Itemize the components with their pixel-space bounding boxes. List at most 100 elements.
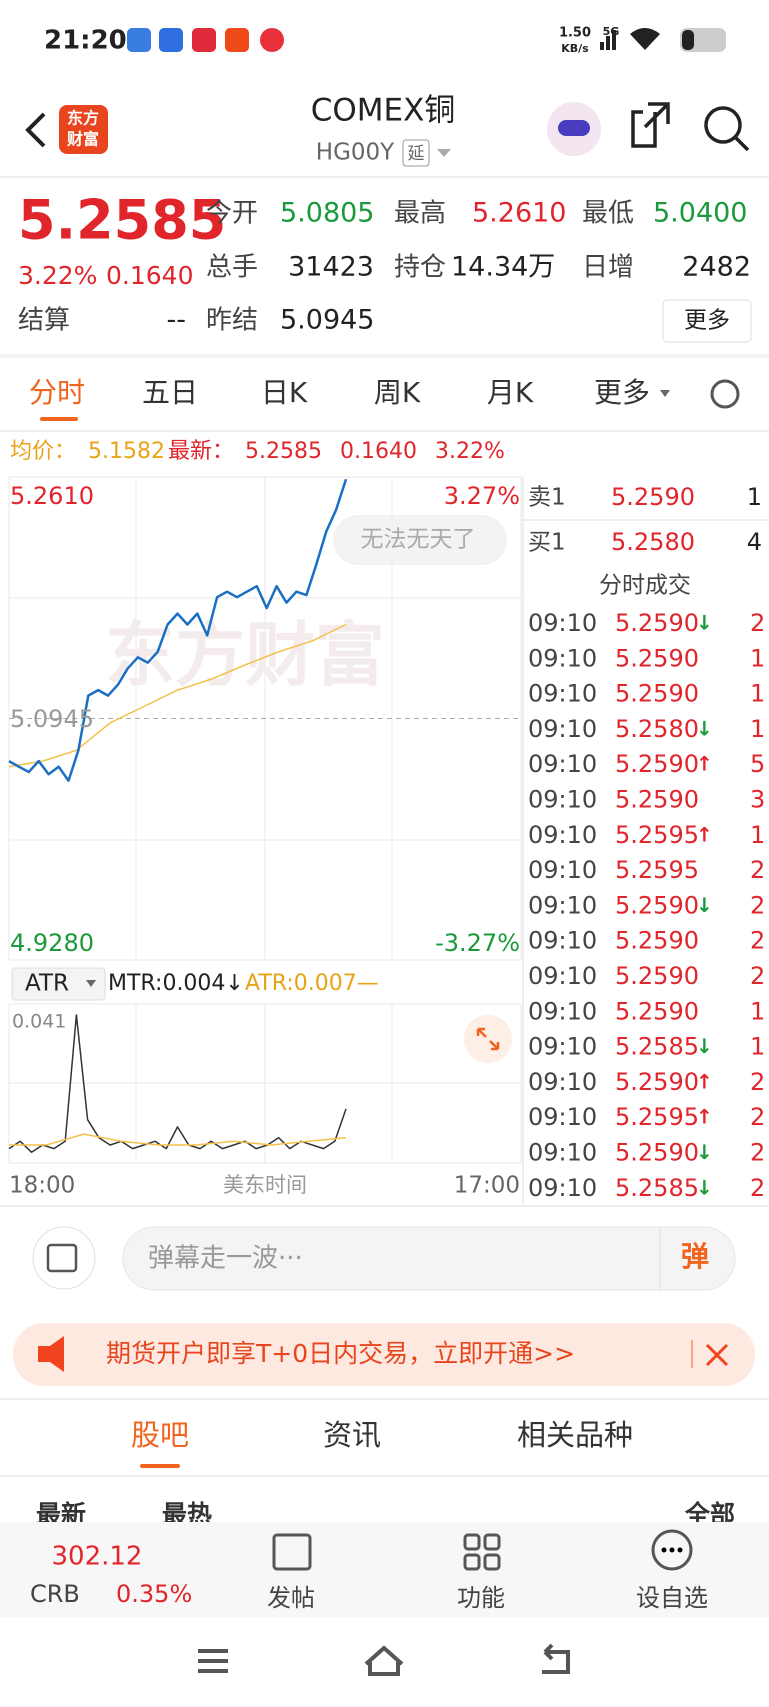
series-line xyxy=(9,1133,347,1146)
page-title: COMEX铜 xyxy=(311,93,456,129)
logo xyxy=(59,105,108,154)
trade-time: 09:10 xyxy=(528,1033,597,1061)
axis-bottom-price: 4.9280 xyxy=(10,929,94,957)
chart-grid xyxy=(8,476,522,1164)
axis-bottom-pct: -3.27% xyxy=(435,929,520,957)
book-price: 5.2590 xyxy=(611,483,695,511)
chart-tab[interactable]: 月K xyxy=(487,376,534,409)
community-tab[interactable]: 股吧 xyxy=(131,1418,189,1452)
contract-code: HG00Y xyxy=(316,140,395,166)
banner-text[interactable]: 期货开户即享T+0日内交易，立即开通>> xyxy=(106,1339,575,1368)
field-label: 总手 xyxy=(206,253,258,283)
danmaku-bubble xyxy=(333,515,507,565)
field-value: 2482 xyxy=(682,252,751,283)
action-label[interactable]: 设自选 xyxy=(636,1584,708,1612)
field-label: 结算 xyxy=(18,306,70,336)
comment-placeholder[interactable]: 弹幕走一波··· xyxy=(148,1244,303,1274)
post-icon[interactable] xyxy=(272,1533,312,1571)
comment-settings-icon[interactable] xyxy=(32,1226,96,1290)
delay-tag-box xyxy=(402,139,430,167)
watchlist-icon[interactable] xyxy=(651,1529,693,1571)
trade-time: 09:10 xyxy=(528,821,597,849)
chart-tab[interactable]: 日K xyxy=(261,376,308,409)
index-change[interactable]: 0.35% xyxy=(116,1580,192,1608)
dropdown-icon xyxy=(437,149,451,157)
trade-price: 5.2590 xyxy=(615,1139,699,1167)
more-button[interactable] xyxy=(662,299,752,343)
status-time: 21:20 xyxy=(44,26,127,56)
trade-vol: 2 xyxy=(750,1139,765,1167)
series-line xyxy=(8,623,347,768)
search-icon[interactable] xyxy=(704,106,742,144)
indicator-selector-label[interactable]: ATR xyxy=(25,971,69,997)
change: 0.1640 xyxy=(106,261,193,290)
field-label: 最低 xyxy=(582,199,634,229)
trade-time: 09:10 xyxy=(528,962,597,990)
delay-tag: 延 xyxy=(408,144,425,164)
dropdown-icon xyxy=(660,390,670,397)
trade-vol: 1 xyxy=(750,821,765,849)
trade-arrow: ↓ xyxy=(696,611,713,635)
trade-price: 5.2590 xyxy=(615,750,699,778)
indicator-selector[interactable] xyxy=(11,967,106,1001)
field-value: 5.0400 xyxy=(653,198,747,229)
trade-time: 09:10 xyxy=(528,715,597,743)
axis-top-pct: 3.27% xyxy=(444,482,520,510)
trade-arrow: ↓ xyxy=(696,1140,713,1164)
chart-tab[interactable]: 周K xyxy=(374,376,421,409)
chart-tab[interactable]: 更多 xyxy=(594,376,650,409)
trade-time: 09:10 xyxy=(528,1174,597,1202)
indicator-max: 0.041 xyxy=(12,1011,66,1033)
trade-price: 5.2595 xyxy=(615,856,699,884)
trade-arrow: ↑ xyxy=(696,822,713,846)
action-label[interactable]: 功能 xyxy=(457,1584,505,1612)
trade-time: 09:10 xyxy=(528,891,597,919)
trade-time: 09:10 xyxy=(528,750,597,778)
action-label[interactable]: 发帖 xyxy=(267,1584,315,1612)
field-label: 日增 xyxy=(582,253,634,283)
banner-bg[interactable] xyxy=(13,1323,755,1386)
trade-time: 09:10 xyxy=(528,1139,597,1167)
logo-text: 财富 xyxy=(66,130,99,149)
back-icon[interactable] xyxy=(25,112,46,148)
trade-vol: 3 xyxy=(750,786,765,814)
field-value: -- xyxy=(167,305,187,336)
trade-vol: 2 xyxy=(750,1068,765,1096)
community-tab[interactable]: 资讯 xyxy=(323,1418,381,1452)
chart-tab[interactable]: 分时 xyxy=(29,376,85,409)
trade-vol: 2 xyxy=(750,1103,765,1131)
atr-label: ATR:0.007— xyxy=(245,971,379,996)
function-icon[interactable] xyxy=(463,1533,501,1571)
x-label: 18:00 xyxy=(9,1173,75,1199)
settings-icon[interactable] xyxy=(710,379,740,409)
last-change-pct: 3.22% xyxy=(435,439,505,464)
trade-price: 5.2590 xyxy=(615,680,699,708)
logo-text: 东方 xyxy=(67,109,99,128)
trade-time: 09:10 xyxy=(528,680,597,708)
share-icon[interactable] xyxy=(631,102,670,148)
axis-top-price: 5.2610 xyxy=(10,482,94,510)
trade-vol: 5 xyxy=(750,750,765,778)
comment-input[interactable] xyxy=(122,1226,736,1291)
field-value: 5.0945 xyxy=(280,305,374,336)
chart-tab[interactable]: 五日 xyxy=(142,376,198,409)
danmaku-button[interactable]: 弹 xyxy=(681,1240,709,1273)
trade-vol: 2 xyxy=(750,609,765,637)
trade-vol: 2 xyxy=(750,927,765,955)
index-name[interactable]: CRB xyxy=(30,1580,80,1608)
index-value[interactable]: 302.12 xyxy=(52,1542,143,1572)
series-line xyxy=(8,1014,347,1153)
network-type: 5G xyxy=(603,25,620,38)
trade-price: 5.2585 xyxy=(615,1033,699,1061)
community-tab[interactable]: 相关品种 xyxy=(517,1418,633,1452)
status-icons xyxy=(127,28,726,52)
trade-price: 5.2590 xyxy=(615,644,699,672)
more-button-label[interactable]: 更多 xyxy=(684,308,730,334)
close-icon[interactable] xyxy=(705,1343,729,1367)
trade-price: 5.2595 xyxy=(615,821,699,849)
trade-price: 5.2595 xyxy=(615,1103,699,1131)
trade-price: 5.2590 xyxy=(615,927,699,955)
book-vol: 4 xyxy=(747,528,762,556)
bottom-bar xyxy=(0,1522,769,1617)
expand-icon[interactable] xyxy=(464,1015,512,1063)
